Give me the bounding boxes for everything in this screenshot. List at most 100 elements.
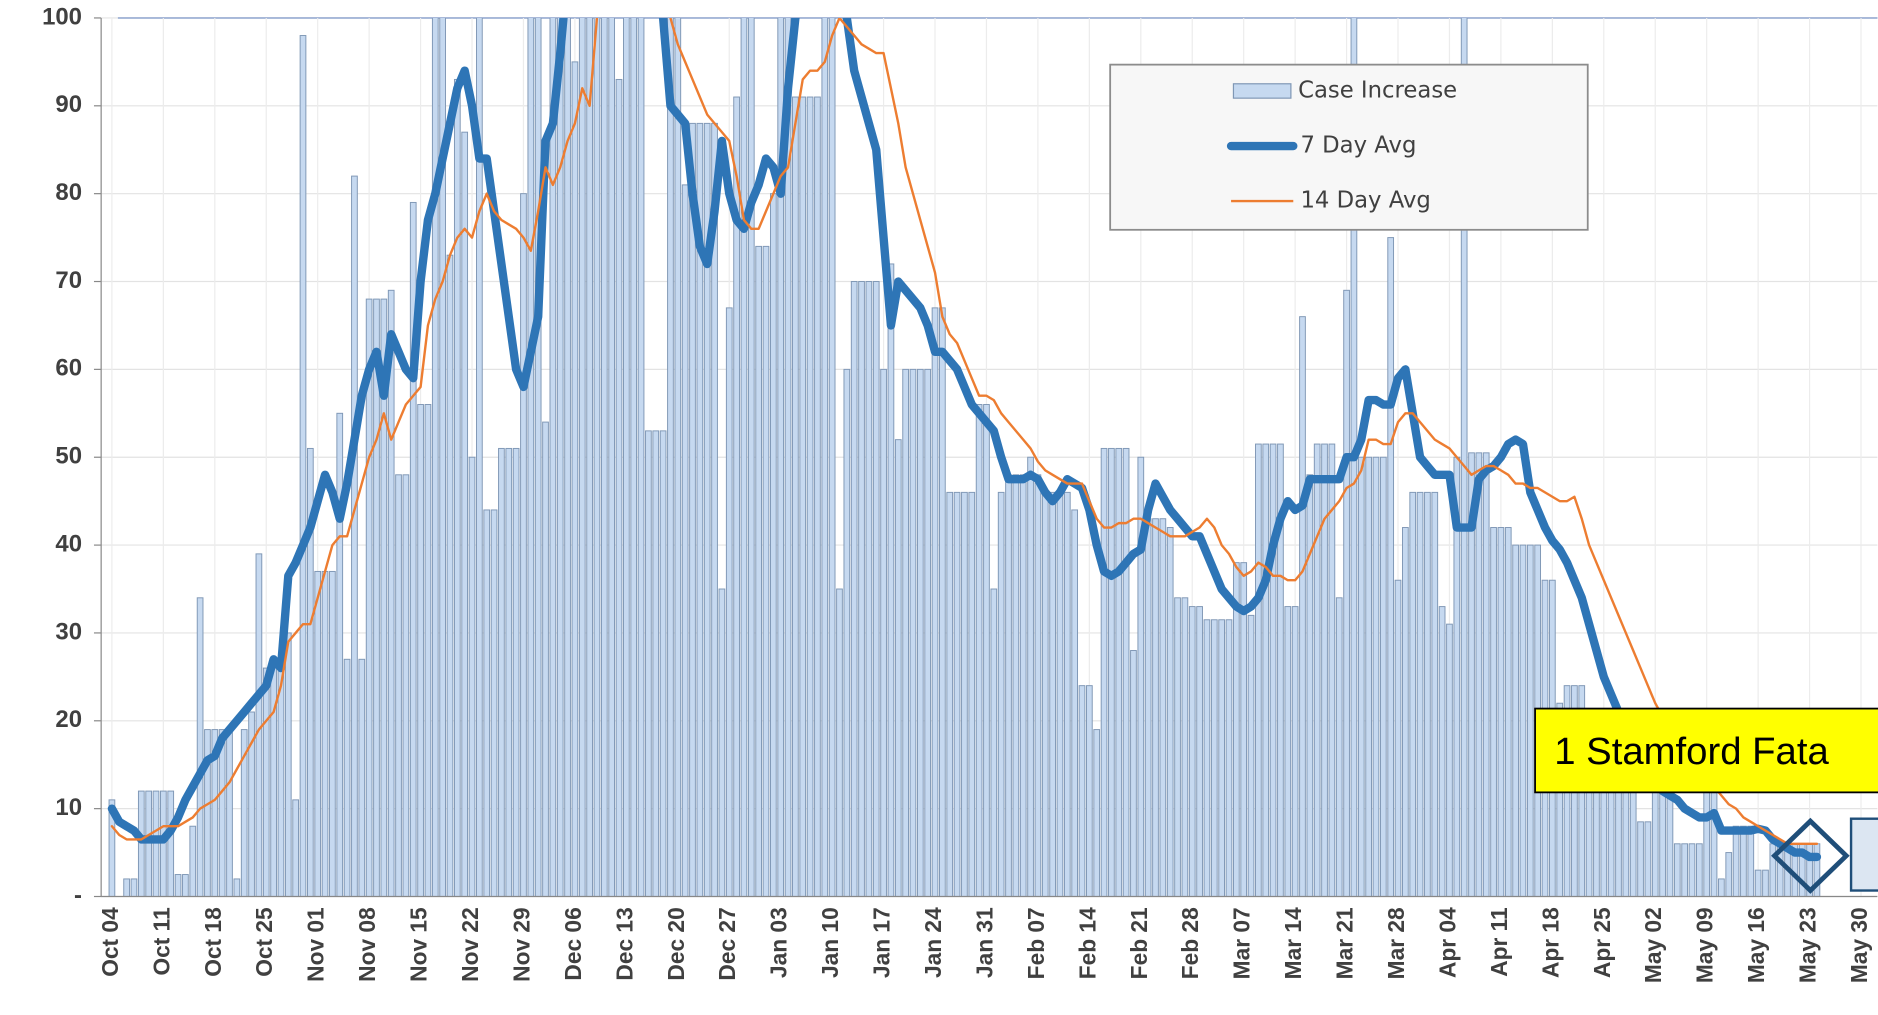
bar (468, 456, 476, 897)
bar (1379, 456, 1387, 897)
bar (343, 658, 351, 897)
legend-label: Case Increase (1298, 77, 1457, 103)
bar (1130, 650, 1137, 897)
bar (645, 430, 652, 897)
bar (1269, 443, 1277, 897)
bar (1519, 544, 1527, 897)
legend-box (1109, 63, 1589, 231)
y-tick-label: 60 (55, 355, 82, 382)
bar (1409, 491, 1417, 897)
bar (1284, 606, 1292, 897)
bar (1482, 452, 1490, 897)
x-tick-label: Jan 31 (971, 907, 997, 978)
bar (814, 96, 821, 897)
bar (939, 307, 946, 897)
x-tick-label: Oct 04 (97, 907, 123, 977)
bar (123, 878, 130, 897)
bar (1490, 527, 1497, 897)
bar (1210, 619, 1218, 897)
bar (1086, 685, 1093, 897)
bar (887, 263, 895, 897)
bar (843, 368, 851, 897)
bar (1012, 474, 1020, 897)
bar (1747, 825, 1755, 897)
y-tick-label: - (74, 882, 82, 909)
bar (1078, 685, 1086, 897)
bar (299, 35, 307, 897)
bar (990, 588, 998, 897)
bar (1306, 474, 1314, 897)
bar (1387, 237, 1395, 897)
bar (1659, 790, 1666, 897)
bar (902, 368, 909, 897)
bar (1321, 443, 1328, 897)
bar (1071, 509, 1079, 897)
y-tick-label: 10 (55, 794, 82, 821)
bar (358, 658, 366, 897)
bar (880, 368, 887, 897)
x-tick-label: May 16 (1743, 907, 1769, 983)
bar (961, 491, 968, 897)
bar (284, 632, 292, 897)
x-tick-label: Jan 24 (920, 907, 946, 978)
legend-label: 7 Day Avg (1300, 133, 1416, 159)
bar (167, 790, 175, 897)
bar (1115, 447, 1123, 897)
bar (1710, 790, 1718, 897)
bar (446, 254, 454, 897)
bar (1027, 456, 1034, 897)
x-tick-label: Nov 01 (303, 907, 329, 982)
bar (725, 307, 733, 897)
bar (160, 790, 167, 897)
bar (667, 17, 674, 897)
bar (453, 78, 461, 897)
bar (762, 245, 770, 897)
bar (1152, 518, 1159, 897)
bar (1063, 491, 1071, 897)
x-tick-label: Oct 11 (148, 907, 174, 976)
x-tick-label: May 02 (1640, 907, 1666, 983)
bar (233, 878, 241, 897)
annotation-box (1534, 707, 1878, 794)
bar (983, 404, 990, 897)
x-tick-label: Jan 17 (869, 907, 895, 978)
bar (1438, 606, 1446, 897)
bar (336, 412, 344, 897)
bar (740, 17, 748, 897)
y-tick-label: 100 (42, 3, 82, 30)
bar (1196, 606, 1203, 897)
bar (556, 17, 564, 897)
bar (262, 667, 270, 897)
bar (1666, 790, 1674, 897)
bar (1255, 443, 1262, 897)
bar (615, 78, 623, 897)
bar (1446, 623, 1453, 897)
bar (1497, 527, 1505, 897)
bar (1034, 474, 1042, 897)
x-tick-label: Nov 29 (508, 907, 534, 982)
bar (1651, 790, 1659, 897)
line-2 (110, 17, 1819, 845)
bar (821, 17, 829, 897)
bar (314, 570, 322, 897)
x-tick-label: Nov 22 (457, 907, 483, 982)
bar (1203, 619, 1211, 897)
bar (1769, 843, 1777, 897)
bar (1108, 447, 1115, 897)
bar (1166, 527, 1174, 897)
bar (1732, 825, 1740, 897)
bar (578, 17, 586, 897)
bar (174, 874, 182, 897)
bar (417, 404, 424, 897)
x-tick-label: Nov 15 (406, 907, 432, 982)
bar (806, 96, 814, 897)
bar (1673, 843, 1681, 897)
bar (182, 874, 189, 897)
bar (395, 474, 402, 897)
bar (689, 122, 696, 897)
bar (137, 790, 145, 897)
bar (1740, 825, 1747, 897)
bar (1629, 790, 1637, 897)
line-1 (107, 17, 1822, 862)
